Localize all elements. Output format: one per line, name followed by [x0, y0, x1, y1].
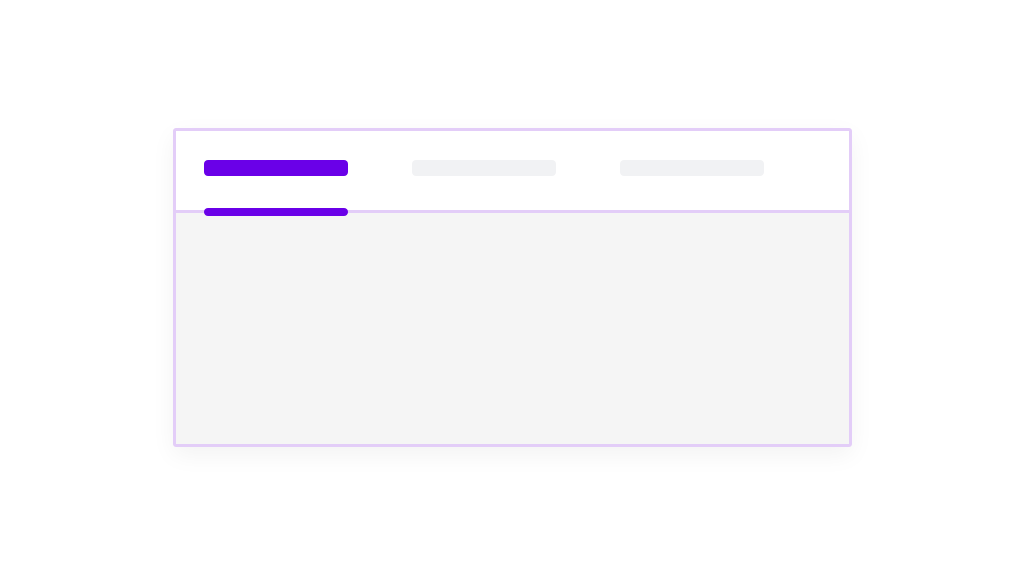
tab[interactable]: [620, 160, 764, 176]
active-tab-indicator: [204, 208, 348, 216]
tab[interactable]: [412, 160, 556, 176]
tab-active[interactable]: [204, 160, 348, 176]
tab-bar: [176, 131, 849, 213]
tabs-card: [173, 128, 852, 447]
